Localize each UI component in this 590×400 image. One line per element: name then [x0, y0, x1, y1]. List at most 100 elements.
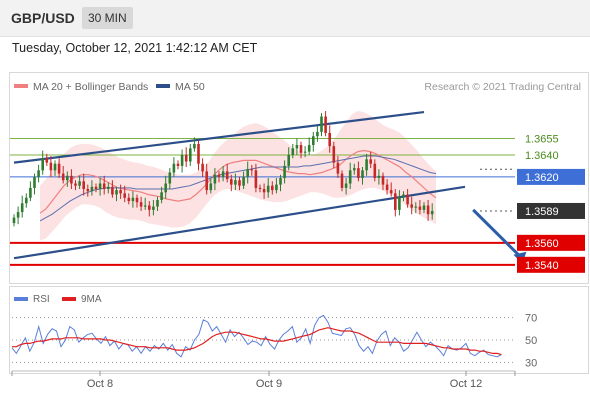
candle-body	[365, 159, 368, 171]
candle-body	[107, 186, 110, 189]
candle-body	[303, 151, 307, 153]
candle-body	[102, 183, 106, 189]
candle-body	[258, 187, 262, 189]
support-label-box	[517, 234, 585, 251]
candle-body	[74, 183, 77, 186]
candle-body	[389, 190, 393, 194]
candle-body	[37, 170, 40, 177]
candle-body	[250, 169, 254, 171]
candle-body	[430, 210, 434, 215]
rsi-panel-frame	[9, 286, 589, 374]
candle-body	[357, 168, 360, 179]
candle-body	[266, 185, 270, 193]
candle-body	[217, 174, 221, 177]
candle-body	[168, 172, 172, 184]
chart-datetime: Tuesday, October 12, 2021 1:42:12 AM CET	[12, 41, 258, 55]
candle-body	[254, 170, 258, 188]
candle-body	[213, 174, 217, 184]
candle-body	[418, 206, 422, 210]
support-label-box	[517, 256, 585, 273]
candle-body	[369, 159, 372, 164]
ma20-legend-label: MA 20 + Bollinger Bands	[33, 81, 148, 93]
candle-body	[127, 197, 131, 202]
candle-body	[316, 131, 319, 137]
candle-body	[205, 171, 208, 191]
rsi-9ma-line	[12, 327, 502, 356]
candle-body	[287, 154, 290, 166]
x-tick-label: Oct 12	[450, 378, 482, 390]
ma50-legend-swatch	[156, 84, 170, 88]
candle-body	[70, 175, 73, 184]
rsi-legend: RSI 9MA	[14, 294, 102, 305]
candle-body	[299, 145, 303, 153]
candles	[12, 110, 434, 227]
candle-body	[57, 163, 61, 174]
candle-body	[119, 190, 122, 194]
support-label: 1.3560	[525, 238, 559, 250]
price-panel-frame	[9, 72, 589, 284]
candle-body	[242, 176, 245, 186]
candle-body	[238, 180, 241, 186]
candle-body	[422, 205, 426, 210]
candle-body	[61, 173, 65, 181]
channel-lower-line	[13, 185, 466, 260]
rsi-legend-label: RSI	[33, 294, 50, 305]
candle-body	[98, 183, 102, 189]
candle-body	[279, 178, 282, 185]
candle-body	[90, 186, 94, 192]
candle-body	[209, 183, 213, 191]
timeframe-button[interactable]: 30 MIN	[82, 7, 133, 29]
candle-body	[94, 186, 98, 189]
ma20-line	[39, 149, 437, 214]
candle-body	[12, 217, 16, 224]
rsi-tick-label: 70	[525, 313, 537, 325]
candle-body	[152, 206, 155, 210]
price-levels	[10, 137, 515, 266]
candle-body	[221, 171, 225, 177]
channel-upper-line	[13, 110, 425, 164]
candle-body	[123, 193, 126, 198]
ma20-legend-swatch	[14, 84, 28, 88]
candle-body	[275, 184, 278, 191]
candle-body	[45, 158, 49, 163]
candle-body	[283, 165, 286, 179]
candle-body	[394, 193, 397, 210]
candle-body	[373, 163, 377, 179]
candle-body	[230, 179, 233, 185]
candle-body	[398, 196, 401, 210]
candle-body	[353, 168, 356, 171]
candle-body	[115, 190, 118, 195]
candle-body	[29, 187, 32, 198]
candle-body	[164, 183, 167, 193]
current-label: 1.3589	[525, 206, 559, 218]
candle-body	[82, 181, 85, 189]
candle-body	[426, 205, 430, 215]
candle-body	[184, 154, 188, 162]
candle-body	[33, 176, 36, 188]
ma9-legend-swatch	[62, 297, 76, 301]
candle-body	[295, 145, 299, 149]
resistance-label: 1.3640	[525, 150, 559, 162]
candle-body	[53, 163, 57, 171]
ma9-legend-label: 9MA	[81, 294, 102, 305]
candle-body	[78, 181, 81, 186]
candle-body	[402, 194, 405, 197]
trend-channel	[13, 110, 466, 260]
candle-body	[381, 175, 385, 185]
candle-body	[160, 192, 163, 200]
candle-body	[336, 162, 340, 174]
forecast-arrow-shaft	[472, 208, 523, 259]
candle-body	[406, 194, 409, 205]
support-label: 1.3540	[525, 260, 559, 272]
candle-body	[246, 169, 249, 177]
candle-body	[377, 175, 381, 179]
candle-body	[324, 116, 327, 133]
ma50-legend-label: MA 50	[175, 81, 205, 93]
candle-body	[340, 173, 344, 188]
candle-body	[111, 186, 114, 195]
header-bar: GBP/USD 30 MIN	[0, 0, 590, 37]
rsi-legend-swatch	[14, 297, 28, 301]
candle-body	[361, 170, 364, 179]
candle-body	[66, 175, 69, 181]
